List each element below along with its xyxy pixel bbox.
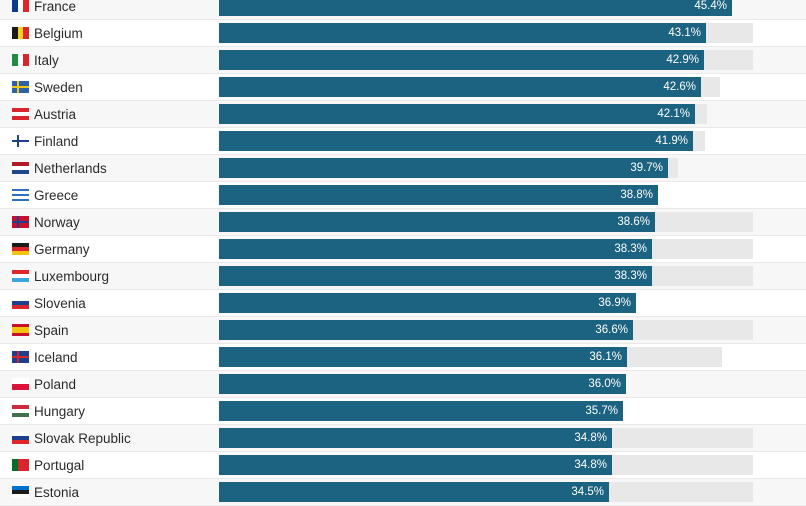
flag-icon (12, 486, 29, 498)
flag-icon (12, 432, 29, 444)
bar (219, 77, 701, 97)
bar (219, 50, 704, 70)
table-row: Belgium 43.1% (0, 20, 806, 47)
table-row: Spain 36.6% (0, 317, 806, 344)
country-label: Belgium (34, 26, 83, 41)
value-label: 38.8% (620, 189, 653, 201)
table-row: Hungary 35.7% (0, 398, 806, 425)
value-label: 36.0% (588, 378, 621, 390)
bar (219, 158, 668, 178)
table-row: Slovenia 36.9% (0, 290, 806, 317)
bar (219, 293, 636, 313)
flag-icon (12, 27, 29, 39)
value-label: 42.6% (663, 81, 696, 93)
value-label: 38.3% (614, 270, 647, 282)
bar (219, 239, 652, 259)
country-label: Poland (34, 377, 77, 392)
bar (219, 0, 732, 16)
flag-icon (12, 108, 29, 120)
table-row: Austria 42.1% (0, 101, 806, 128)
bar (219, 374, 626, 394)
table-row: Slovak Republic 34.8% (0, 425, 806, 452)
country-label: Germany (34, 242, 90, 257)
value-label: 43.1% (668, 27, 701, 39)
country-label: Portugal (34, 458, 85, 473)
bar (219, 212, 655, 232)
bar (219, 266, 652, 286)
value-label: 45.4% (694, 0, 727, 12)
table-row: Luxembourg 38.3% (0, 263, 806, 290)
bar (219, 23, 706, 43)
country-label: Italy (34, 53, 59, 68)
bar (219, 401, 623, 421)
flag-icon (12, 0, 29, 12)
country-label: France (34, 0, 77, 14)
country-label: Hungary (34, 404, 86, 419)
flag-icon (12, 81, 29, 93)
table-row: Germany 38.3% (0, 236, 806, 263)
value-label: 39.7% (630, 162, 663, 174)
bar (219, 428, 612, 448)
country-label: Luxembourg (34, 269, 110, 284)
value-label: 34.8% (574, 459, 607, 471)
bar (219, 131, 693, 151)
value-label: 41.9% (655, 135, 688, 147)
country-label: Sweden (34, 80, 83, 95)
country-label: Austria (34, 107, 77, 122)
flag-icon (12, 216, 29, 228)
bar (219, 455, 612, 475)
flag-icon (12, 135, 29, 147)
flag-icon (12, 378, 29, 390)
country-label: Slovak Republic (34, 431, 131, 446)
flag-icon (12, 459, 29, 471)
country-label: Finland (34, 134, 79, 149)
country-label: Norway (34, 215, 80, 230)
flag-icon (12, 405, 29, 417)
flag-icon (12, 189, 29, 201)
table-row: Norway 38.6% (0, 209, 806, 236)
table-row: Poland 36.0% (0, 371, 806, 398)
value-label: 42.9% (666, 54, 699, 66)
bar (219, 482, 609, 502)
value-label: 36.9% (598, 297, 631, 309)
flag-icon (12, 297, 29, 309)
country-label: Greece (34, 188, 79, 203)
table-row: Italy 42.9% (0, 47, 806, 74)
country-label: Slovenia (34, 296, 86, 311)
bar (219, 104, 695, 124)
country-label: Iceland (34, 350, 78, 365)
value-label: 34.5% (571, 486, 604, 498)
table-row: France 45.4% (0, 0, 806, 20)
country-label: Spain (34, 323, 69, 338)
flag-icon (12, 162, 29, 174)
table-row: Portugal 34.8% (0, 452, 806, 479)
value-label: 36.1% (589, 351, 622, 363)
flag-icon (12, 54, 29, 66)
bar (219, 347, 627, 367)
country-label: Estonia (34, 485, 80, 500)
table-row: Iceland 36.1% (0, 344, 806, 371)
flag-icon (12, 324, 29, 336)
bar (219, 185, 658, 205)
value-label: 34.8% (574, 432, 607, 444)
flag-icon (12, 243, 29, 255)
table-row: Sweden 42.6% (0, 74, 806, 101)
value-label: 38.3% (614, 243, 647, 255)
value-label: 35.7% (585, 405, 618, 417)
flag-icon (12, 270, 29, 282)
country-label: Netherlands (34, 161, 107, 176)
table-row: Finland 41.9% (0, 128, 806, 155)
table-row: Estonia 34.5% (0, 479, 806, 506)
value-label: 38.6% (617, 216, 650, 228)
flag-icon (12, 351, 29, 363)
value-label: 36.6% (595, 324, 628, 336)
bar (219, 320, 633, 340)
table-row: Netherlands 39.7% (0, 155, 806, 182)
table-row: Greece 38.8% (0, 182, 806, 209)
value-label: 42.1% (657, 108, 690, 120)
